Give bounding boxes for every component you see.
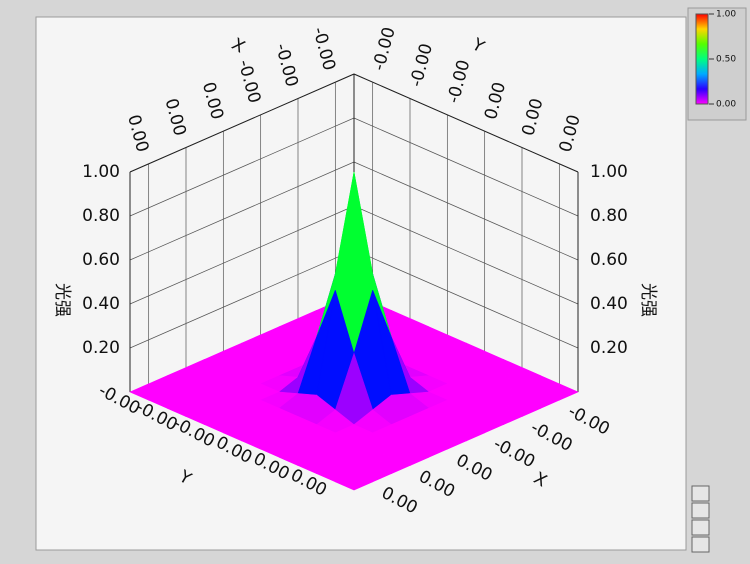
grid-line <box>353 117 579 217</box>
z-tick-label: 1.00 <box>82 162 120 182</box>
grid-line <box>353 161 579 261</box>
grid-line <box>353 249 579 349</box>
grid-line <box>129 249 355 349</box>
colorbar-tick-label: 1.00 <box>716 10 736 20</box>
colorbar <box>695 13 709 105</box>
button[interactable] <box>691 485 710 502</box>
surface-patch <box>334 473 374 491</box>
z-tick-label: 0.80 <box>82 206 120 226</box>
z-axis-label: 光强 <box>52 283 72 317</box>
grid-line <box>353 205 579 305</box>
z-tick-label: 0.40 <box>590 294 628 314</box>
axis-edge <box>129 73 355 173</box>
z-tick-label: 0.20 <box>82 338 120 358</box>
z-tick-label: 0.60 <box>82 250 120 270</box>
button[interactable] <box>691 519 710 536</box>
z-tick-label: 0.40 <box>82 294 120 314</box>
graph-buttons <box>691 485 710 553</box>
z-axis-label: 光强 <box>638 283 658 317</box>
colorbar-tick-label: 0.00 <box>716 100 736 110</box>
colorbar-tick-label: 0.50 <box>716 55 736 65</box>
button[interactable] <box>691 502 710 519</box>
axis-edge <box>353 73 579 173</box>
z-tick-label: 1.00 <box>590 162 628 182</box>
z-tick-label: 0.60 <box>590 250 628 270</box>
scene: 0.20 0.20 0.40 0.40 0.60 0.60 0.80 0.80 1.00 1.00… <box>52 25 658 518</box>
grid-line <box>129 205 355 305</box>
grid-line <box>129 117 355 217</box>
z-tick-label: 0.20 <box>590 338 628 358</box>
button[interactable] <box>691 536 710 553</box>
grid-line <box>129 161 355 261</box>
z-tick-label: 0.80 <box>590 206 628 226</box>
